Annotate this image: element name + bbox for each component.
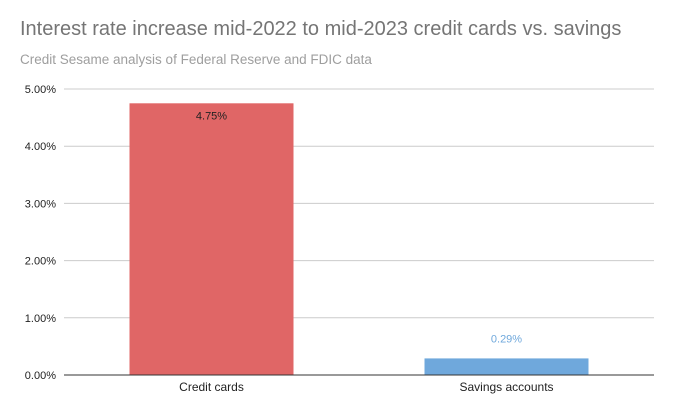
bars (129, 103, 589, 376)
y-tick-label: 5.00% (25, 84, 56, 96)
y-tick-label: 0.00% (25, 370, 56, 382)
bar (424, 358, 589, 375)
y-tick-label: 3.00% (25, 198, 56, 210)
x-axis-categories: Credit cards Savings accounts (179, 380, 553, 394)
x-tick-label: Savings accounts (459, 380, 553, 394)
bar (129, 103, 294, 376)
data-label: 0.29% (491, 333, 522, 345)
x-tick-label: Credit cards (179, 380, 244, 394)
chart-subtitle: Credit Sesame analysis of Federal Reserv… (20, 52, 372, 67)
y-tick-label: 4.00% (25, 141, 56, 153)
y-axis-ticks: 0.00% 1.00% 2.00% 3.00% 4.00% 5.00% (25, 84, 56, 382)
chart-title: Interest rate increase mid-2022 to mid-2… (20, 18, 622, 40)
data-label: 4.75% (196, 110, 227, 122)
y-tick-label: 2.00% (25, 256, 56, 268)
data-labels: 4.75% 0.29% (196, 110, 522, 345)
y-tick-label: 1.00% (25, 313, 56, 325)
